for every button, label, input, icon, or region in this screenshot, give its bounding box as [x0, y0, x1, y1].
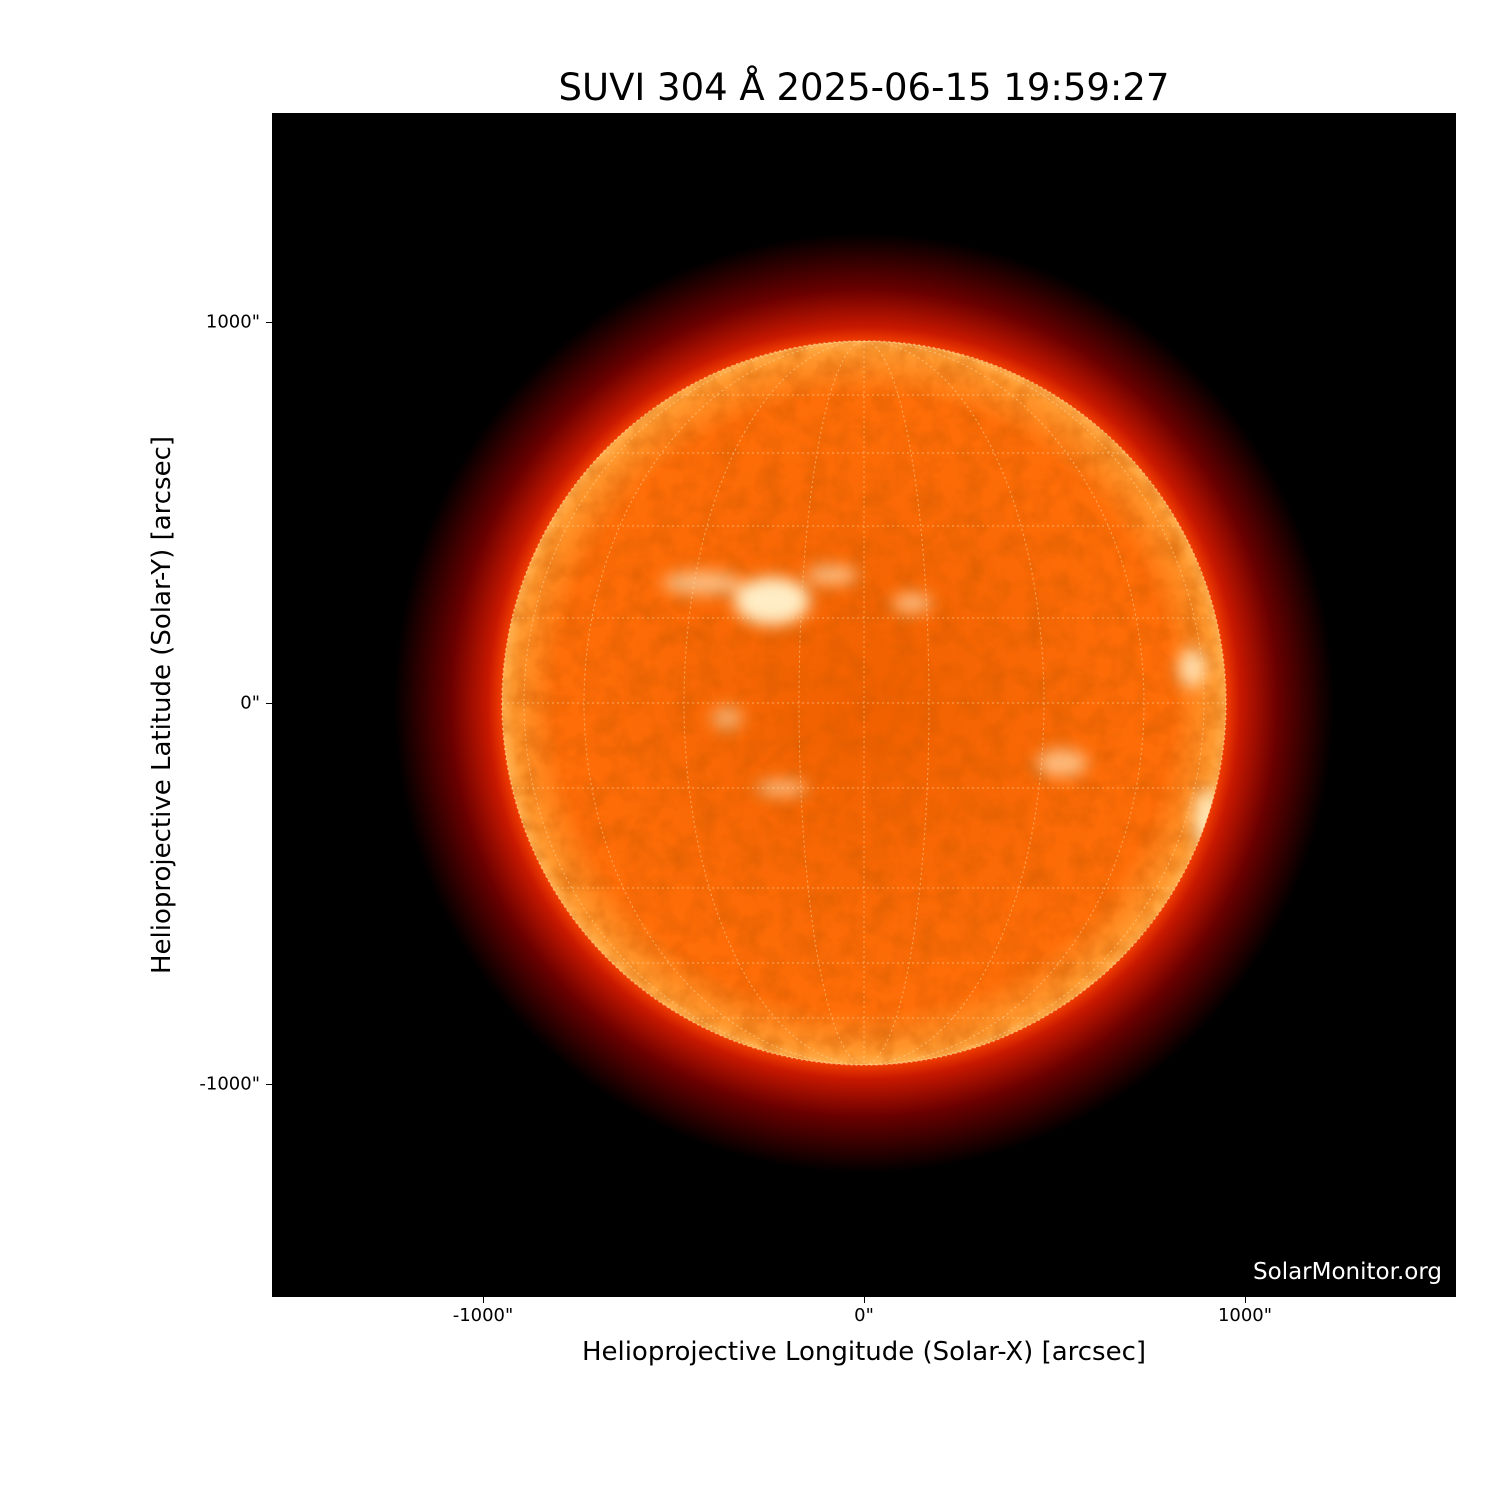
- y-tick-label: 0": [240, 692, 260, 714]
- y-tick-mark: [266, 703, 272, 704]
- x-tick-mark: [1245, 1297, 1246, 1303]
- x-tick-mark: [483, 1297, 484, 1303]
- watermark: SolarMonitor.org: [1253, 1259, 1442, 1285]
- x-tick-mark: [864, 1297, 865, 1303]
- plot-title: SUVI 304 Å 2025-06-15 19:59:27: [558, 66, 1170, 109]
- solar-image: SolarMonitor.org: [272, 113, 1456, 1297]
- y-tick-mark: [266, 322, 272, 323]
- y-tick-mark: [266, 1084, 272, 1085]
- sun-disk-graphic: [394, 233, 1334, 1173]
- x-tick-label: -1000": [452, 1305, 514, 1326]
- x-tick-label: 1000": [1217, 1305, 1273, 1326]
- x-tick-label: 0": [854, 1305, 874, 1326]
- y-tick-label: -1000": [199, 1073, 260, 1095]
- coordinate-grid: [502, 341, 1226, 1065]
- y-axis-label: Helioprojective Latitude (Solar-Y) [arcs…: [147, 435, 177, 975]
- x-axis-label: Helioprojective Longitude (Solar-X) [arc…: [581, 1337, 1147, 1367]
- y-tick-label: 1000": [205, 311, 260, 333]
